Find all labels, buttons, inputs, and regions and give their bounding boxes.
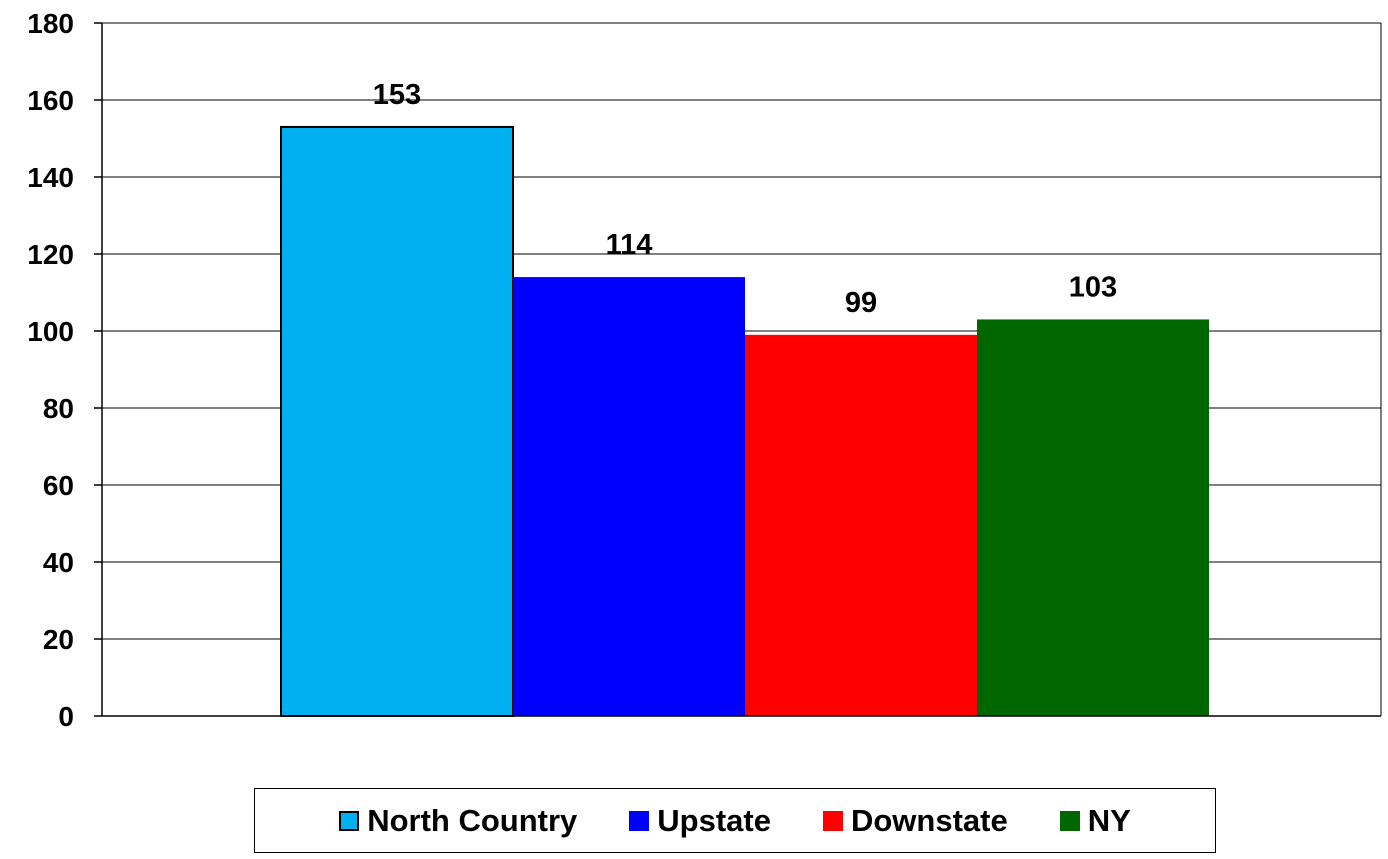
y-tick-label: 0 — [58, 701, 74, 732]
data-label: 99 — [845, 287, 877, 319]
data-label: 153 — [373, 79, 421, 111]
y-tick-label: 100 — [27, 316, 74, 347]
legend-swatch — [822, 810, 843, 831]
legend-swatch — [629, 810, 650, 831]
legend-label: North Country — [367, 802, 578, 838]
legend-label: NY — [1087, 802, 1131, 838]
legend-label: Upstate — [657, 802, 771, 838]
legend-swatch — [339, 810, 360, 831]
y-tick-label: 20 — [43, 624, 74, 655]
y-tick-label: 160 — [27, 85, 74, 116]
bar-upstate — [513, 277, 745, 716]
legend-item-ny: NY — [1059, 802, 1131, 839]
bar-chart: 0 20 40 60 80 100 120 140 160 180 153 114 99 103 — [27, 8, 1382, 732]
y-tick-label: 40 — [43, 547, 74, 578]
y-tick-label: 140 — [27, 162, 74, 193]
bar-north-country — [280, 125, 514, 717]
legend-item-north-country: North Country — [339, 803, 577, 839]
y-tick-label: 60 — [43, 470, 74, 501]
y-tick-label: 120 — [27, 239, 74, 270]
bar-ny — [977, 319, 1209, 716]
y-tick-label: 80 — [43, 393, 74, 424]
legend: North Country Upstate Downstate NY — [254, 788, 1216, 853]
y-tick-label: 180 — [27, 8, 74, 39]
legend-item-upstate: Upstate — [629, 803, 771, 839]
bar-downstate — [745, 334, 977, 716]
legend-item-downstate: Downstate — [822, 802, 1008, 839]
legend-swatch — [1059, 810, 1080, 831]
legend-label: Downstate — [850, 802, 1008, 838]
data-label: 114 — [606, 229, 653, 261]
data-label: 103 — [1069, 271, 1117, 303]
